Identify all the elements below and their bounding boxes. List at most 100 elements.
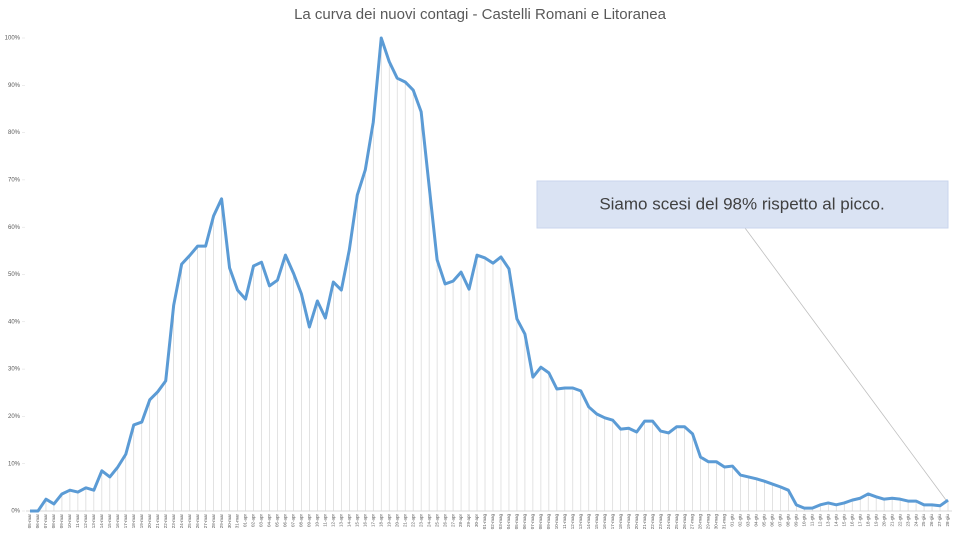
x-tick-label: 25-apr [434, 514, 439, 528]
x-tick-label: 07-mag [530, 514, 535, 530]
x-tick-label: 14-mag [586, 514, 591, 530]
x-tick-label: 30-mar [227, 514, 232, 529]
x-tick-label: 20-mag [634, 514, 639, 530]
x-tick-label: 02-apr [251, 514, 256, 528]
y-tick-label: 10% [8, 461, 21, 467]
x-tick-label: 19-apr [386, 514, 391, 528]
y-tick-label: 80% [8, 130, 21, 136]
x-tick-label: 13-apr [339, 514, 344, 528]
x-tick-label: 18-giu [865, 514, 870, 527]
y-tick-label: 100% [5, 36, 21, 42]
x-tick-label: 12-apr [331, 514, 336, 528]
x-tick-label: 20-mar [147, 514, 152, 529]
x-tick-label: 21-giu [889, 514, 894, 527]
x-tick-label: 16-mar [115, 514, 120, 529]
x-tick-label: 06-mag [522, 514, 527, 530]
annotation: Siamo scesi del 98% rispetto al picco. [599, 194, 884, 213]
x-tick-label: 01-giu [730, 514, 735, 527]
x-tick-label: 25-mag [674, 514, 679, 530]
x-tick-label: 27-giu [937, 514, 942, 527]
x-tick-label: 13-mag [578, 514, 583, 530]
x-tick-label: 26-mar [195, 514, 200, 529]
x-tick-label: 23-apr [418, 514, 423, 528]
x-tick-label: 23-giu [905, 514, 910, 527]
x-tick-label: 12-giu [817, 514, 822, 527]
x-tick-label: 15-giu [841, 514, 846, 527]
y-tick-label: 40% [8, 319, 21, 325]
x-tick-label: 04-giu [754, 514, 759, 527]
y-tick-label: 90% [8, 83, 21, 89]
x-tick-label: 19-mag [626, 514, 631, 530]
x-tick-label: 16-apr [362, 514, 367, 528]
x-tick-label: 08-mar [51, 514, 56, 529]
x-tick-label: 29-mag [706, 514, 711, 530]
x-tick-label: 10-apr [315, 514, 320, 528]
x-tick-label: 16-mag [602, 514, 607, 530]
x-tick-label: 11-giu [809, 514, 814, 527]
x-tick-label: 27-apr [450, 514, 455, 528]
x-tick-label: 24-apr [426, 514, 431, 528]
x-tick-label: 11-apr [323, 514, 328, 527]
x-tick-label: 10-mag [554, 514, 559, 530]
x-tick-label: 23-mag [658, 514, 663, 530]
x-tick-label: 22-mag [650, 514, 655, 530]
x-tick-label: 05-mar [27, 514, 32, 529]
x-tick-label: 16-giu [849, 514, 854, 527]
x-tick-label: 17-giu [857, 514, 862, 527]
x-tick-label: 30-apr [474, 514, 479, 528]
x-tick-label: 11-mar [75, 514, 80, 528]
x-tick-label: 18-apr [378, 514, 383, 528]
x-tick-label: 08-mag [538, 514, 543, 530]
x-tick-label: 18-mag [618, 514, 623, 530]
x-tick-label: 20-apr [394, 514, 399, 528]
y-tick-label: 20% [8, 414, 21, 420]
x-tick-label: 09-mar [59, 514, 64, 529]
x-tick-label: 18-mar [131, 514, 136, 529]
x-tick-label: 26-mag [682, 514, 687, 530]
x-tick-label: 15-mag [594, 514, 599, 530]
x-tick-label: 02-giu [738, 514, 743, 527]
x-tick-label: 04-mag [506, 514, 511, 530]
x-tick-label: 24-giu [913, 514, 918, 527]
x-tick-label: 31-mar [235, 514, 240, 529]
x-tick-label: 22-giu [897, 514, 902, 527]
x-tick-label: 05-giu [762, 514, 767, 527]
annotation-box [536, 180, 949, 229]
x-tick-label: 06-apr [283, 514, 288, 528]
x-tick-label: 31-mag [722, 514, 727, 530]
x-tick-label: 02-mag [490, 514, 495, 530]
x-tick-label: 05-apr [275, 514, 280, 528]
x-tick-label: 10-giu [802, 514, 807, 527]
x-tick-label: 27-mag [690, 514, 695, 530]
x-tick-label: 22-mar [163, 514, 168, 529]
x-tick-label: 28-apr [458, 514, 463, 528]
x-tick-label: 01-apr [243, 514, 248, 528]
x-tick-label: 19-mar [139, 514, 144, 529]
x-tick-label: 13-giu [825, 514, 830, 527]
x-tick-label: 13-mar [91, 514, 96, 529]
x-tick-label: 09-mag [546, 514, 551, 530]
y-tick-label: 0% [11, 509, 20, 515]
x-tick-label: 01-mag [482, 514, 487, 530]
x-tick-label: 03-apr [259, 514, 264, 528]
x-tick-label: 24-mar [179, 514, 184, 529]
x-tick-label: 08-apr [299, 514, 304, 528]
x-tick-label: 03-giu [746, 514, 751, 527]
x-tick-label: 28-mar [211, 514, 216, 529]
x-tick-label: 24-mag [666, 514, 671, 530]
y-tick-label: 30% [8, 367, 21, 373]
x-tick-label: 14-apr [346, 514, 351, 528]
x-tick-label: 11-mag [562, 514, 567, 529]
x-tick-label: 07-mar [43, 514, 48, 529]
x-tick-label: 14-mar [99, 514, 104, 529]
x-tick-label: 03-mag [498, 514, 503, 530]
x-tick-label: 10-mar [67, 514, 72, 529]
x-tick-label: 17-apr [370, 514, 375, 528]
x-tick-label: 04-apr [267, 514, 272, 528]
x-tick-label: 08-giu [786, 514, 791, 527]
x-tick-label: 06-mar [35, 514, 40, 529]
y-tick-label: 70% [8, 177, 21, 183]
line [30, 36, 949, 513]
x-tick-label: 30-mag [714, 514, 719, 530]
